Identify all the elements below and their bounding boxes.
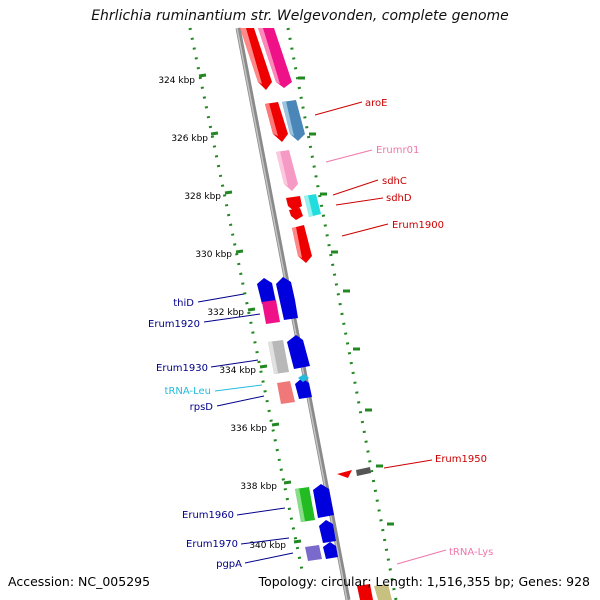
gene-lightpink-shade	[276, 151, 288, 186]
leader-lines	[197, 101, 447, 565]
gene-green-shade	[295, 488, 305, 522]
gene-purple-pgpA	[305, 545, 322, 561]
label-Erum1930: Erum1930	[156, 363, 208, 374]
tick-marks	[198, 73, 394, 544]
gene-steel-shade	[282, 101, 294, 136]
tick-330	[235, 249, 244, 254]
leader-Erum1900	[341, 223, 389, 237]
tick-label-328: 328 kbp	[184, 192, 221, 202]
tick-label-324: 324 kbp	[158, 76, 195, 86]
label-Erum1960: Erum1960	[182, 510, 234, 521]
gene-khaki-bottom	[374, 584, 392, 600]
tick-324	[198, 73, 207, 78]
label-sdhC: sdhC	[382, 176, 407, 187]
gene-red-bottom	[357, 584, 373, 600]
tick-label-340: 340 kbp	[249, 541, 286, 551]
tick-328	[224, 190, 233, 195]
tick-336	[271, 422, 280, 427]
gene-red-top-1-shade	[240, 28, 262, 84]
gene-salmon-rpsD	[277, 381, 295, 404]
accession-text: Accession: NC_005295	[8, 574, 151, 589]
gene-blue-rpsD-2	[295, 378, 312, 399]
gene-red-erum1950	[337, 470, 352, 478]
leader-tRNA-Leu	[214, 384, 263, 392]
leader-thiD	[197, 293, 245, 303]
leader-sdhD	[335, 197, 384, 206]
leader-Erum1930	[210, 359, 259, 368]
label-sdhD: sdhD	[386, 193, 412, 204]
tick-label-330: 330 kbp	[195, 250, 232, 260]
right-scale-dotted-line	[286, 27, 398, 600]
map-title: Ehrlichia ruminantium str. Welgevonden, …	[91, 8, 509, 24]
gene-aroE-shade	[265, 103, 278, 136]
gene-pink-erum1920	[262, 300, 280, 324]
leader-pgpA	[244, 552, 294, 564]
gene-red-small-2	[289, 208, 303, 220]
leader-aroE	[314, 101, 363, 116]
label-aroE: aroE	[365, 98, 387, 109]
tick-label-332: 332 kbp	[207, 308, 244, 318]
gene-blue-thiD	[257, 278, 276, 304]
gene-blue-erum1920-2	[280, 296, 298, 320]
label-Erumr01: Erumr01	[376, 145, 419, 156]
tick-332	[247, 307, 256, 312]
gene-blue-pgpA	[323, 542, 338, 559]
gene-red-erum1900-shade	[292, 227, 302, 258]
gene-darkgray	[356, 467, 371, 476]
leader-Erum1960	[236, 507, 286, 516]
gene-labels: aroE Erumr01 sdhC sdhD Erum1900 thiD Eru…	[148, 98, 493, 570]
tick-340	[293, 539, 302, 544]
gene-cyan-shade	[304, 195, 313, 217]
gene-pink-top-shade	[258, 28, 280, 84]
topology-text: Topology: circular; Length: 1,516,355 bp…	[258, 574, 590, 589]
gene-blue-erum1930	[287, 335, 310, 369]
leader-Erum1920	[203, 313, 261, 323]
tick-label-336: 336 kbp	[230, 424, 267, 434]
label-tRNA-Lys: tRNA-Lys	[449, 547, 493, 558]
tick-label-326: 326 kbp	[171, 134, 208, 144]
tick-label-334: 334 kbp	[219, 366, 256, 376]
label-tRNA-Leu: tRNA-Leu	[165, 386, 211, 397]
gene-gray-shade	[268, 341, 278, 374]
left-scale-dotted-line	[188, 27, 304, 571]
label-Erum1970: Erum1970	[186, 539, 238, 550]
tick-334	[259, 364, 268, 369]
tick-labels: 324 kbp 326 kbp 328 kbp 330 kbp 332 kbp …	[158, 76, 286, 551]
label-Erum1920: Erum1920	[148, 319, 200, 330]
forward-features	[240, 28, 321, 263]
leader-Erumr01	[325, 149, 373, 163]
label-Erum1950: Erum1950	[435, 454, 487, 465]
tick-326	[210, 131, 219, 136]
gene-red-small-1	[286, 196, 302, 211]
gene-blue-thiD-2	[276, 277, 295, 302]
tick-label-338: 338 kbp	[240, 482, 277, 492]
leader-rpsD	[216, 395, 265, 407]
gene-blue-erum1960	[313, 484, 334, 518]
gene-blue-erum1970	[319, 520, 336, 543]
leader-sdhC	[332, 179, 379, 196]
label-pgpA: pgpA	[216, 559, 242, 570]
label-rpsD: rpsD	[190, 402, 214, 413]
gene-cyan-tRNA-Leu	[298, 374, 309, 382]
leader-Erum1970	[240, 537, 290, 545]
reverse-features	[257, 277, 392, 600]
leader-Erum1950	[383, 459, 433, 469]
label-Erum1900: Erum1900	[392, 220, 444, 231]
leader-tRNA-Lys	[396, 549, 447, 565]
label-thiD: thiD	[173, 298, 194, 309]
tick-338	[283, 480, 292, 485]
